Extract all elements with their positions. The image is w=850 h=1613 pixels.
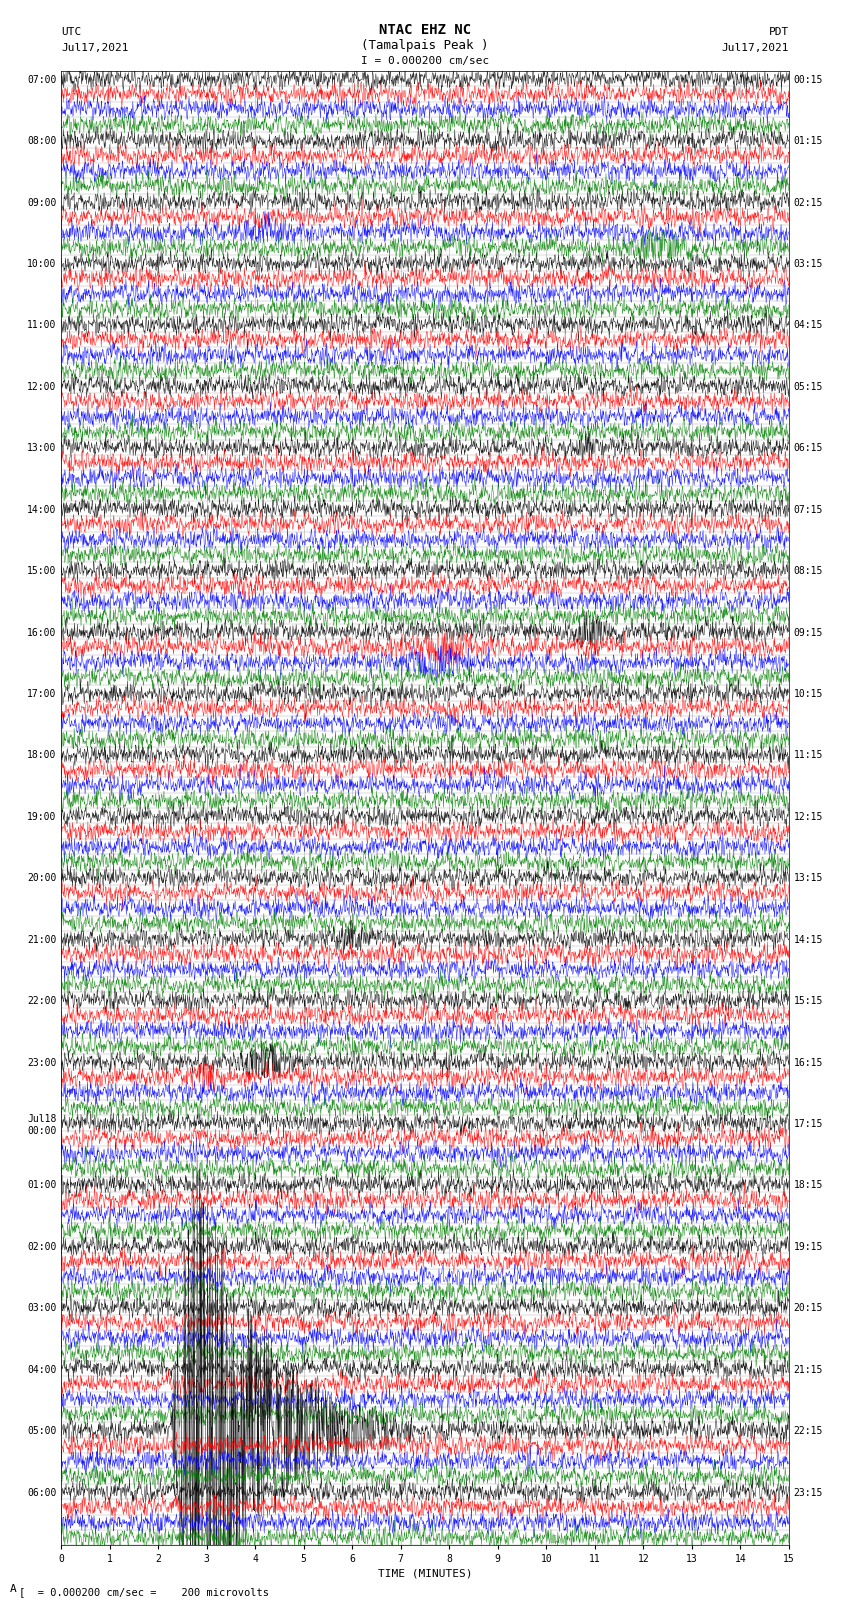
- Text: UTC: UTC: [61, 27, 82, 37]
- Text: [  = 0.000200 cm/sec =    200 microvolts: [ = 0.000200 cm/sec = 200 microvolts: [19, 1587, 269, 1597]
- Text: Jul17,2021: Jul17,2021: [722, 44, 789, 53]
- Text: A: A: [10, 1584, 17, 1594]
- X-axis label: TIME (MINUTES): TIME (MINUTES): [377, 1568, 473, 1579]
- Text: Jul17,2021: Jul17,2021: [61, 44, 128, 53]
- Text: (Tamalpais Peak ): (Tamalpais Peak ): [361, 39, 489, 52]
- Text: PDT: PDT: [768, 27, 789, 37]
- Text: NTAC EHZ NC: NTAC EHZ NC: [379, 23, 471, 37]
- Text: I = 0.000200 cm/sec: I = 0.000200 cm/sec: [361, 56, 489, 66]
